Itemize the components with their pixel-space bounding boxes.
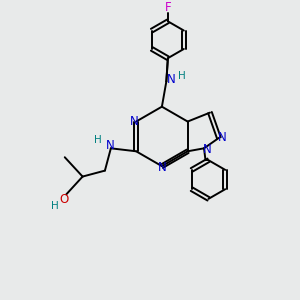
Text: N: N — [106, 139, 114, 152]
Text: N: N — [202, 143, 211, 156]
Text: N: N — [167, 74, 175, 86]
Text: H: H — [94, 135, 101, 145]
Text: O: O — [59, 193, 68, 206]
Text: N: N — [158, 161, 166, 174]
Text: H: H — [51, 201, 59, 211]
Text: N: N — [218, 131, 226, 144]
Text: F: F — [164, 1, 171, 14]
Text: N: N — [129, 115, 138, 128]
Text: H: H — [178, 71, 186, 81]
